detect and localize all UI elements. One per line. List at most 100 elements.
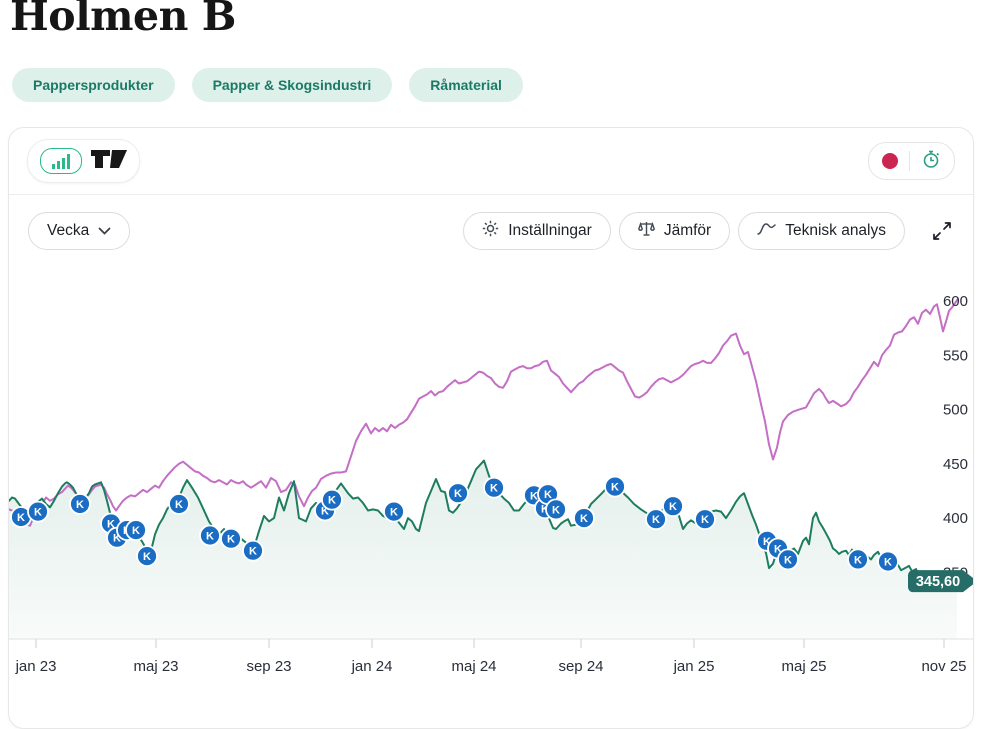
buy-signal-marker[interactable]: K bbox=[69, 493, 91, 515]
x-axis-label: jan 25 bbox=[673, 658, 715, 675]
svg-text:K: K bbox=[206, 531, 214, 543]
svg-text:K: K bbox=[454, 488, 462, 500]
chart-toolbar: Vecka Inställningar bbox=[9, 195, 973, 267]
divider bbox=[909, 151, 910, 171]
x-axis-label: nov 25 bbox=[921, 658, 966, 675]
svg-text:K: K bbox=[884, 557, 892, 569]
settings-button[interactable]: Inställningar bbox=[463, 212, 611, 250]
buy-signal-marker[interactable]: K bbox=[573, 507, 595, 529]
buy-signal-marker[interactable]: K bbox=[242, 539, 264, 562]
record-dot-icon bbox=[882, 153, 898, 169]
stream-status-pill[interactable] bbox=[868, 142, 955, 180]
y-axis-label: 450 bbox=[943, 456, 968, 473]
holmen-area-fill bbox=[9, 460, 957, 639]
svg-text:K: K bbox=[328, 495, 336, 507]
interval-dropdown[interactable]: Vecka bbox=[28, 212, 131, 250]
price-chart[interactable]: jan 23 maj 23 sep 23 jan 24 maj 24 sep 24 jan … bbox=[9, 128, 973, 728]
svg-text:K: K bbox=[34, 507, 42, 519]
svg-text:K: K bbox=[17, 512, 25, 524]
buy-signal-marker[interactable]: K bbox=[662, 495, 684, 518]
buy-signal-marker[interactable]: K bbox=[125, 519, 147, 541]
buy-signal-marker[interactable]: K bbox=[199, 524, 221, 547]
svg-text:K: K bbox=[541, 503, 549, 515]
buy-signal-marker[interactable]: K bbox=[321, 488, 343, 511]
buy-signal-marker[interactable]: K bbox=[604, 475, 626, 498]
buy-signal-marker[interactable]: K bbox=[447, 482, 469, 505]
compare-button[interactable]: Jämför bbox=[618, 212, 731, 250]
technical-analysis-label: Teknisk analys bbox=[785, 222, 886, 239]
x-axis-label: jan 23 bbox=[15, 658, 57, 675]
x-axis-label: jan 24 bbox=[351, 658, 393, 675]
tag-ramaterial[interactable]: Råmaterial bbox=[409, 68, 523, 102]
scale-icon bbox=[637, 220, 655, 242]
svg-text:K: K bbox=[774, 544, 782, 556]
svg-text:K: K bbox=[652, 514, 660, 526]
svg-text:345,60: 345,60 bbox=[916, 574, 960, 590]
buy-signal-marker[interactable]: K bbox=[545, 498, 567, 521]
svg-text:K: K bbox=[249, 546, 257, 558]
svg-text:K: K bbox=[763, 536, 771, 548]
svg-text:K: K bbox=[854, 554, 862, 566]
stock-page: Holmen B Pappersprodukter Papper & Skogs… bbox=[8, 0, 974, 729]
tradingview-logo bbox=[91, 149, 127, 174]
x-axis-label: maj 24 bbox=[451, 658, 496, 675]
compare-index-line bbox=[9, 297, 959, 527]
settings-label: Inställningar bbox=[508, 222, 592, 239]
buy-signal-marker[interactable]: K bbox=[847, 548, 869, 571]
svg-text:K: K bbox=[544, 489, 552, 501]
compare-label: Jämför bbox=[663, 222, 712, 239]
svg-text:K: K bbox=[132, 525, 140, 537]
svg-text:K: K bbox=[76, 499, 84, 511]
svg-text:K: K bbox=[669, 501, 677, 513]
buy-signal-marker[interactable]: K bbox=[168, 493, 190, 515]
buy-signal-marker[interactable]: K bbox=[877, 550, 899, 573]
buy-signal-marker[interactable]: K bbox=[383, 500, 405, 523]
technical-analysis-button[interactable]: Teknisk analys bbox=[738, 212, 905, 250]
x-axis-label: maj 25 bbox=[781, 658, 826, 675]
y-axis-label: 400 bbox=[943, 510, 968, 527]
svg-text:K: K bbox=[107, 519, 115, 531]
toolbar-actions: Inställningar Jämför bbox=[463, 212, 953, 250]
stopwatch-icon bbox=[921, 149, 941, 174]
svg-text:K: K bbox=[321, 506, 329, 518]
buy-signal-marker[interactable]: K bbox=[483, 476, 505, 499]
pulse-icon bbox=[757, 222, 776, 241]
chart-provider-button[interactable] bbox=[27, 139, 140, 183]
svg-text:K: K bbox=[580, 513, 588, 525]
buy-signal-marker[interactable]: K bbox=[645, 508, 667, 531]
interval-label: Vecka bbox=[47, 222, 90, 239]
y-axis-label: 550 bbox=[943, 347, 968, 364]
category-tags: Pappersprodukter Papper & Skogsindustri … bbox=[12, 68, 523, 102]
tag-pappersprodukter[interactable]: Pappersprodukter bbox=[12, 68, 175, 102]
svg-text:K: K bbox=[784, 554, 792, 566]
buy-signal-marker[interactable]: K bbox=[136, 545, 158, 567]
chart-card: Vecka Inställningar bbox=[8, 127, 974, 729]
gear-icon bbox=[482, 220, 499, 242]
last-price-tag: 345,60 bbox=[908, 570, 973, 593]
x-axis-label: sep 23 bbox=[246, 658, 291, 675]
svg-text:K: K bbox=[143, 551, 151, 563]
buy-signal-marker[interactable]: K bbox=[777, 548, 799, 571]
svg-text:K: K bbox=[611, 482, 619, 494]
svg-text:K: K bbox=[113, 533, 121, 545]
svg-text:K: K bbox=[530, 490, 538, 502]
chevron-down-icon bbox=[98, 222, 111, 240]
x-axis-label: maj 23 bbox=[133, 658, 178, 675]
svg-text:K: K bbox=[390, 507, 398, 519]
svg-text:K: K bbox=[175, 499, 183, 511]
x-axis-label: sep 24 bbox=[558, 658, 603, 675]
y-axis-label: 600 bbox=[943, 293, 968, 310]
svg-text:K: K bbox=[227, 534, 235, 546]
page-title: Holmen B bbox=[10, 0, 236, 40]
svg-text:K: K bbox=[490, 483, 498, 495]
chart-card-header bbox=[9, 128, 973, 195]
buy-signal-marker[interactable]: K bbox=[694, 508, 716, 531]
svg-text:K: K bbox=[701, 514, 709, 526]
expand-icon[interactable] bbox=[931, 220, 953, 242]
svg-text:K: K bbox=[552, 504, 560, 516]
buy-signal-marker[interactable]: K bbox=[27, 500, 49, 523]
bar-chart-icon bbox=[40, 148, 82, 174]
tag-papper-skogsindustri[interactable]: Papper & Skogsindustri bbox=[191, 68, 393, 102]
buy-signal-marker[interactable]: K bbox=[220, 527, 242, 550]
y-axis-label: 500 bbox=[943, 402, 968, 419]
